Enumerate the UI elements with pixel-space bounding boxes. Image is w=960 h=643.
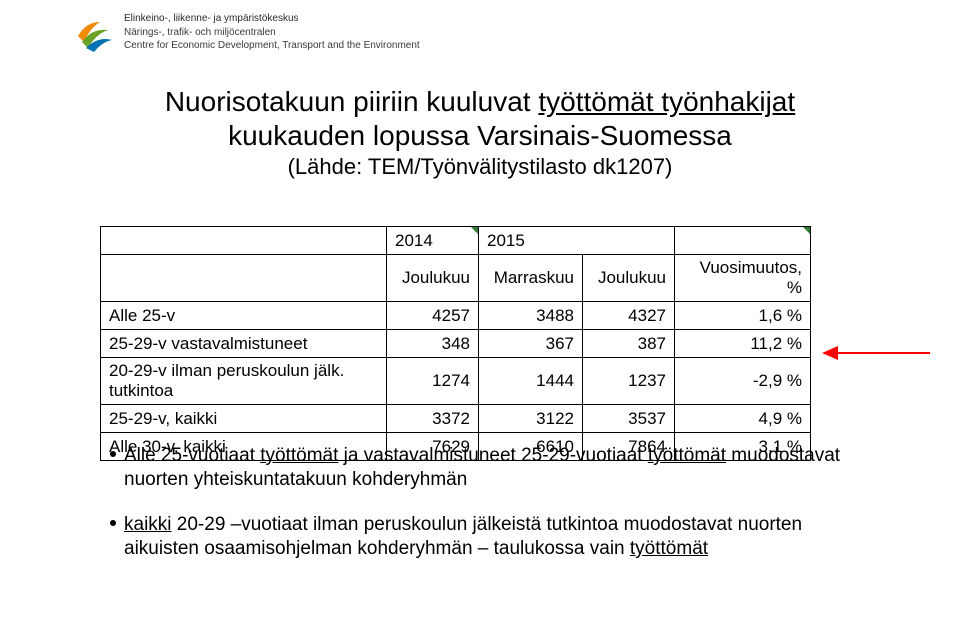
table-row: 25-29-v, kaikki 3372 3122 3537 4,9 % bbox=[101, 405, 811, 433]
title-line2: kuukauden lopussa Varsinais-Suomessa bbox=[0, 120, 960, 152]
cell: 3488 bbox=[479, 302, 583, 330]
org-name-block: Elinkeino-, liikenne- ja ympäristökeskus… bbox=[124, 12, 420, 53]
bullet-dot-icon bbox=[110, 451, 116, 457]
table-row: 25-29-v vastavalmistuneet 348 367 387 11… bbox=[101, 330, 811, 358]
title-block: Nuorisotakuun piiriin kuuluvat työttömät… bbox=[0, 86, 960, 180]
th-dec14: Joulukuu bbox=[387, 255, 479, 302]
txt-u: kaikki bbox=[124, 514, 172, 535]
highlight-arrow-icon bbox=[822, 344, 932, 362]
cell: 3122 bbox=[479, 405, 583, 433]
bullet-item: Alle 25-vuotiaat työttömät ja vastavalmi… bbox=[110, 444, 850, 493]
cell: 367 bbox=[479, 330, 583, 358]
txt-u: työttömät bbox=[630, 538, 708, 559]
cell: 1274 bbox=[387, 358, 479, 405]
cell: 1,6 % bbox=[675, 302, 811, 330]
th-blank bbox=[101, 227, 387, 255]
title-line1: Nuorisotakuun piiriin kuuluvat työttömät… bbox=[0, 86, 960, 118]
bullet-list: Alle 25-vuotiaat työttömät ja vastavalmi… bbox=[110, 444, 850, 581]
cell: 4,9 % bbox=[675, 405, 811, 433]
row-label: Alle 25-v bbox=[101, 302, 387, 330]
table-header-row-2: Joulukuu Marraskuu Joulukuu Vuosimuutos,… bbox=[101, 255, 811, 302]
cell: 4257 bbox=[387, 302, 479, 330]
table-row: 20-29-v ilman peruskoulun jälk. tutkinto… bbox=[101, 358, 811, 405]
th-nov15: Marraskuu bbox=[479, 255, 583, 302]
title-line3: (Lähde: TEM/Työnvälitystilasto dk1207) bbox=[0, 154, 960, 180]
row-label: 25-29-v, kaikki bbox=[101, 405, 387, 433]
txt-u: työttömät bbox=[648, 445, 726, 466]
title-line1-u: työttömät työnhakijat bbox=[538, 86, 795, 117]
org-name-fi: Elinkeino-, liikenne- ja ympäristökeskus bbox=[124, 12, 420, 26]
th-blank2 bbox=[101, 255, 387, 302]
cell: 4327 bbox=[583, 302, 675, 330]
th-blank-end bbox=[675, 227, 811, 255]
row-label: 20-29-v ilman peruskoulun jälk. tutkinto… bbox=[101, 358, 387, 405]
th-dec15: Joulukuu bbox=[583, 255, 675, 302]
th-2015: 2015 bbox=[479, 227, 675, 255]
txt: Alle 25-vuotiaat bbox=[124, 445, 260, 466]
data-table: 2014 2015 Joulukuu Marraskuu Joulukuu Vu… bbox=[100, 226, 811, 461]
cell: -2,9 % bbox=[675, 358, 811, 405]
bullet-dot-icon bbox=[110, 520, 116, 526]
cell: 3537 bbox=[583, 405, 675, 433]
cell: 1444 bbox=[479, 358, 583, 405]
row-label: 25-29-v vastavalmistuneet bbox=[101, 330, 387, 358]
th-change: Vuosimuutos, % bbox=[675, 255, 811, 302]
title-line1-a: Nuorisotakuun piiriin kuuluvat bbox=[165, 86, 539, 117]
cell: 348 bbox=[387, 330, 479, 358]
org-logo-icon bbox=[74, 12, 114, 52]
header: Elinkeino-, liikenne- ja ympäristökeskus… bbox=[74, 12, 420, 53]
txt: ja vastavalmistuneet 25-29-vuotiaat bbox=[338, 445, 647, 466]
table-row: Alle 25-v 4257 3488 4327 1,6 % bbox=[101, 302, 811, 330]
org-name-sv: Närings-, trafik- och miljöcentralen bbox=[124, 26, 420, 40]
bullet-item: kaikki 20-29 –vuotiaat ilman peruskoulun… bbox=[110, 513, 850, 562]
txt-u: työttömät bbox=[260, 445, 338, 466]
table-header-row-1: 2014 2015 bbox=[101, 227, 811, 255]
org-name-en: Centre for Economic Development, Transpo… bbox=[124, 39, 420, 53]
cell: 3372 bbox=[387, 405, 479, 433]
th-2014: 2014 bbox=[387, 227, 479, 255]
cell: 11,2 % bbox=[675, 330, 811, 358]
data-table-wrap: 2014 2015 Joulukuu Marraskuu Joulukuu Vu… bbox=[100, 226, 811, 461]
cell: 1237 bbox=[583, 358, 675, 405]
cell: 387 bbox=[583, 330, 675, 358]
